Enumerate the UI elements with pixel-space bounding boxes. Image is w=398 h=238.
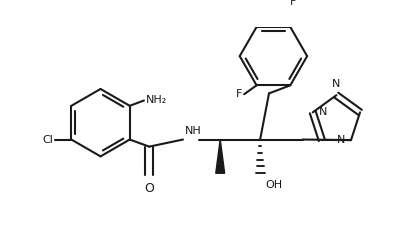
Text: N: N — [319, 107, 328, 117]
Text: N: N — [336, 135, 345, 145]
Text: F: F — [236, 89, 242, 99]
Text: NH₂: NH₂ — [146, 95, 167, 105]
Text: Cl: Cl — [43, 134, 54, 144]
Polygon shape — [216, 139, 224, 173]
Text: OH: OH — [265, 180, 283, 190]
Text: O: O — [144, 182, 154, 195]
Text: N: N — [332, 79, 341, 89]
Text: F: F — [290, 0, 296, 7]
Text: NH: NH — [185, 126, 201, 136]
